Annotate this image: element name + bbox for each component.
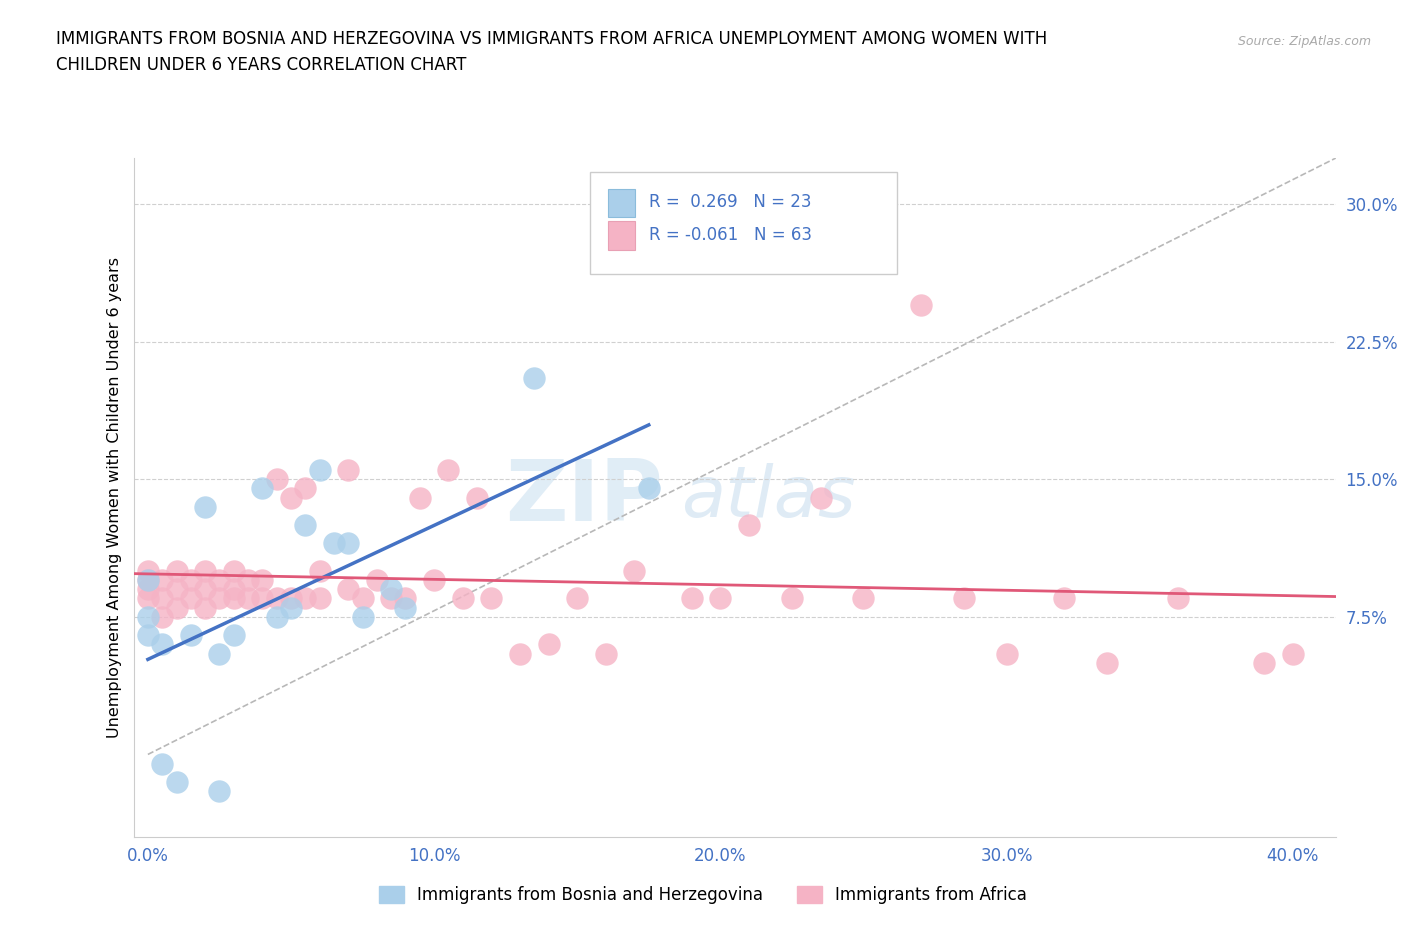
- Point: [1253, 656, 1275, 671]
- Point: [1167, 591, 1189, 606]
- Point: [394, 600, 416, 615]
- Point: [222, 591, 245, 606]
- Point: [595, 646, 617, 661]
- Point: [294, 518, 316, 533]
- Point: [952, 591, 974, 606]
- Text: Source: ZipAtlas.com: Source: ZipAtlas.com: [1237, 35, 1371, 48]
- Point: [409, 490, 432, 505]
- Point: [780, 591, 803, 606]
- Point: [523, 371, 546, 386]
- Text: ZIP: ZIP: [505, 456, 662, 539]
- Point: [236, 573, 259, 588]
- Point: [380, 582, 402, 597]
- Point: [194, 600, 217, 615]
- Point: [150, 756, 173, 771]
- Point: [380, 591, 402, 606]
- Point: [166, 582, 188, 597]
- Point: [236, 591, 259, 606]
- Point: [252, 573, 274, 588]
- Point: [266, 591, 288, 606]
- Y-axis label: Unemployment Among Women with Children Under 6 years: Unemployment Among Women with Children U…: [107, 257, 122, 738]
- Point: [180, 628, 202, 643]
- Point: [166, 775, 188, 790]
- Point: [136, 628, 159, 643]
- Point: [294, 591, 316, 606]
- Point: [150, 591, 173, 606]
- Point: [252, 591, 274, 606]
- Point: [323, 536, 346, 551]
- FancyBboxPatch shape: [609, 221, 636, 250]
- Point: [308, 462, 330, 477]
- Point: [222, 564, 245, 578]
- Point: [308, 564, 330, 578]
- Point: [738, 518, 761, 533]
- Point: [180, 591, 202, 606]
- Point: [465, 490, 488, 505]
- Point: [208, 784, 231, 799]
- Point: [910, 298, 932, 312]
- Point: [222, 628, 245, 643]
- Point: [136, 573, 159, 588]
- Legend: Immigrants from Bosnia and Herzegovina, Immigrants from Africa: Immigrants from Bosnia and Herzegovina, …: [373, 879, 1033, 910]
- Point: [208, 646, 231, 661]
- Point: [337, 462, 360, 477]
- Point: [294, 481, 316, 496]
- Point: [194, 564, 217, 578]
- Point: [308, 591, 330, 606]
- Point: [136, 573, 159, 588]
- Text: R = -0.061   N = 63: R = -0.061 N = 63: [650, 226, 813, 244]
- Text: IMMIGRANTS FROM BOSNIA AND HERZEGOVINA VS IMMIGRANTS FROM AFRICA UNEMPLOYMENT AM: IMMIGRANTS FROM BOSNIA AND HERZEGOVINA V…: [56, 30, 1047, 47]
- Point: [437, 462, 460, 477]
- Point: [280, 591, 302, 606]
- Point: [337, 536, 360, 551]
- Point: [337, 582, 360, 597]
- Point: [150, 573, 173, 588]
- Point: [709, 591, 731, 606]
- Point: [136, 582, 159, 597]
- Text: R =  0.269   N = 23: R = 0.269 N = 23: [650, 193, 811, 211]
- Point: [222, 582, 245, 597]
- FancyBboxPatch shape: [591, 172, 897, 273]
- Point: [266, 609, 288, 624]
- Point: [166, 600, 188, 615]
- Point: [509, 646, 531, 661]
- Point: [136, 609, 159, 624]
- Point: [852, 591, 875, 606]
- Point: [208, 591, 231, 606]
- Point: [280, 490, 302, 505]
- Point: [479, 591, 502, 606]
- Point: [194, 499, 217, 514]
- Point: [1053, 591, 1076, 606]
- Point: [623, 564, 645, 578]
- Point: [681, 591, 703, 606]
- Point: [995, 646, 1018, 661]
- Point: [366, 573, 388, 588]
- Point: [136, 564, 159, 578]
- Point: [266, 472, 288, 486]
- Point: [1281, 646, 1303, 661]
- Point: [567, 591, 589, 606]
- Text: CHILDREN UNDER 6 YEARS CORRELATION CHART: CHILDREN UNDER 6 YEARS CORRELATION CHART: [56, 56, 467, 73]
- Point: [150, 637, 173, 652]
- Point: [252, 481, 274, 496]
- Point: [352, 591, 374, 606]
- Point: [150, 609, 173, 624]
- Point: [166, 564, 188, 578]
- Point: [208, 573, 231, 588]
- Point: [280, 600, 302, 615]
- Point: [810, 490, 832, 505]
- Point: [194, 582, 217, 597]
- Text: atlas: atlas: [681, 463, 855, 532]
- Point: [451, 591, 474, 606]
- Point: [423, 573, 446, 588]
- Point: [637, 481, 659, 496]
- Point: [352, 609, 374, 624]
- FancyBboxPatch shape: [609, 189, 636, 218]
- Point: [537, 637, 560, 652]
- Point: [136, 591, 159, 606]
- Point: [180, 573, 202, 588]
- Point: [394, 591, 416, 606]
- Point: [1095, 656, 1118, 671]
